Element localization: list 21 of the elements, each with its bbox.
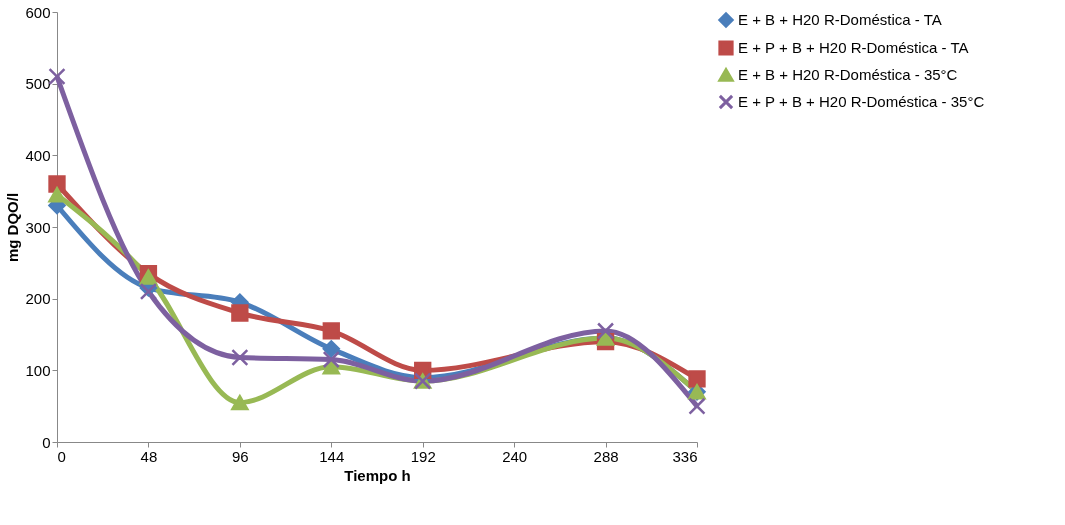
legend-label: E + B + H20 R-Doméstica - 35°C: [738, 66, 958, 83]
x-axis-title: Tiempo h: [344, 466, 411, 484]
y-tick-label: 100: [25, 361, 51, 379]
x-tick-label: 288: [593, 447, 619, 465]
y-tick-label: 500: [25, 75, 51, 93]
legend-label: E + P + B + H20 R-Doméstica - 35°C: [738, 93, 985, 110]
x-tick-label: 96: [232, 447, 249, 465]
x-tick-label: 0: [57, 447, 66, 465]
y-tick-label: 200: [25, 290, 51, 308]
legend-label: E + B + H20 R-Doméstica - TA: [738, 11, 942, 28]
y-tick-label: 300: [25, 218, 51, 236]
y-axis-title: mg DQO/l: [4, 192, 22, 263]
x-tick-label: 240: [502, 447, 528, 465]
x-tick-label: 48: [140, 447, 158, 465]
y-tick-label: 600: [25, 3, 51, 21]
y-tick-label: 400: [25, 146, 51, 164]
legend-label: E + P + B + H20 R-Doméstica - TA: [738, 39, 969, 56]
x-tick-label: 336: [672, 447, 698, 465]
x-tick-label: 144: [319, 447, 345, 465]
y-tick-label: 0: [42, 433, 51, 451]
x-tick-label: 192: [410, 447, 436, 465]
